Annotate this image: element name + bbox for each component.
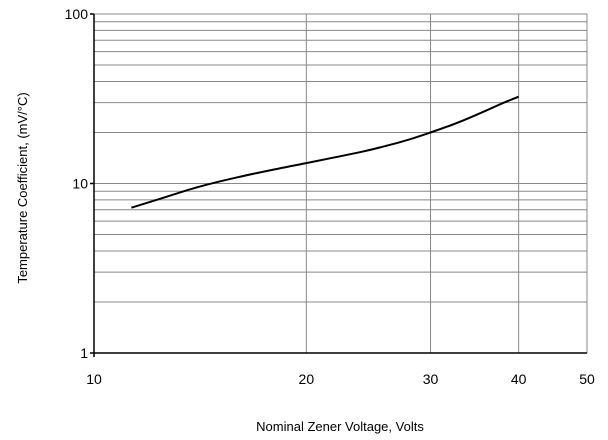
series-line — [131, 95, 519, 209]
x-tick-label: 40 — [511, 371, 527, 387]
y-tick-label: 100 — [65, 6, 89, 22]
series — [131, 95, 519, 209]
x-tick-label: 50 — [579, 371, 595, 387]
x-tick-label: 30 — [423, 371, 439, 387]
axes — [93, 14, 587, 357]
grid — [94, 13, 588, 353]
y-axis-label: Temperature Coefficient, (mV/°C) — [15, 92, 30, 283]
x-axis-label: Nominal Zener Voltage, Volts — [256, 419, 424, 434]
x-tick-label: 20 — [299, 371, 315, 387]
y-tick-label: 10 — [72, 176, 88, 192]
y-tick-label: 1 — [80, 345, 88, 361]
x-tick-label: 10 — [86, 371, 102, 387]
tick-labels: 10 20 30 40 50 1 10 100 — [65, 6, 595, 387]
